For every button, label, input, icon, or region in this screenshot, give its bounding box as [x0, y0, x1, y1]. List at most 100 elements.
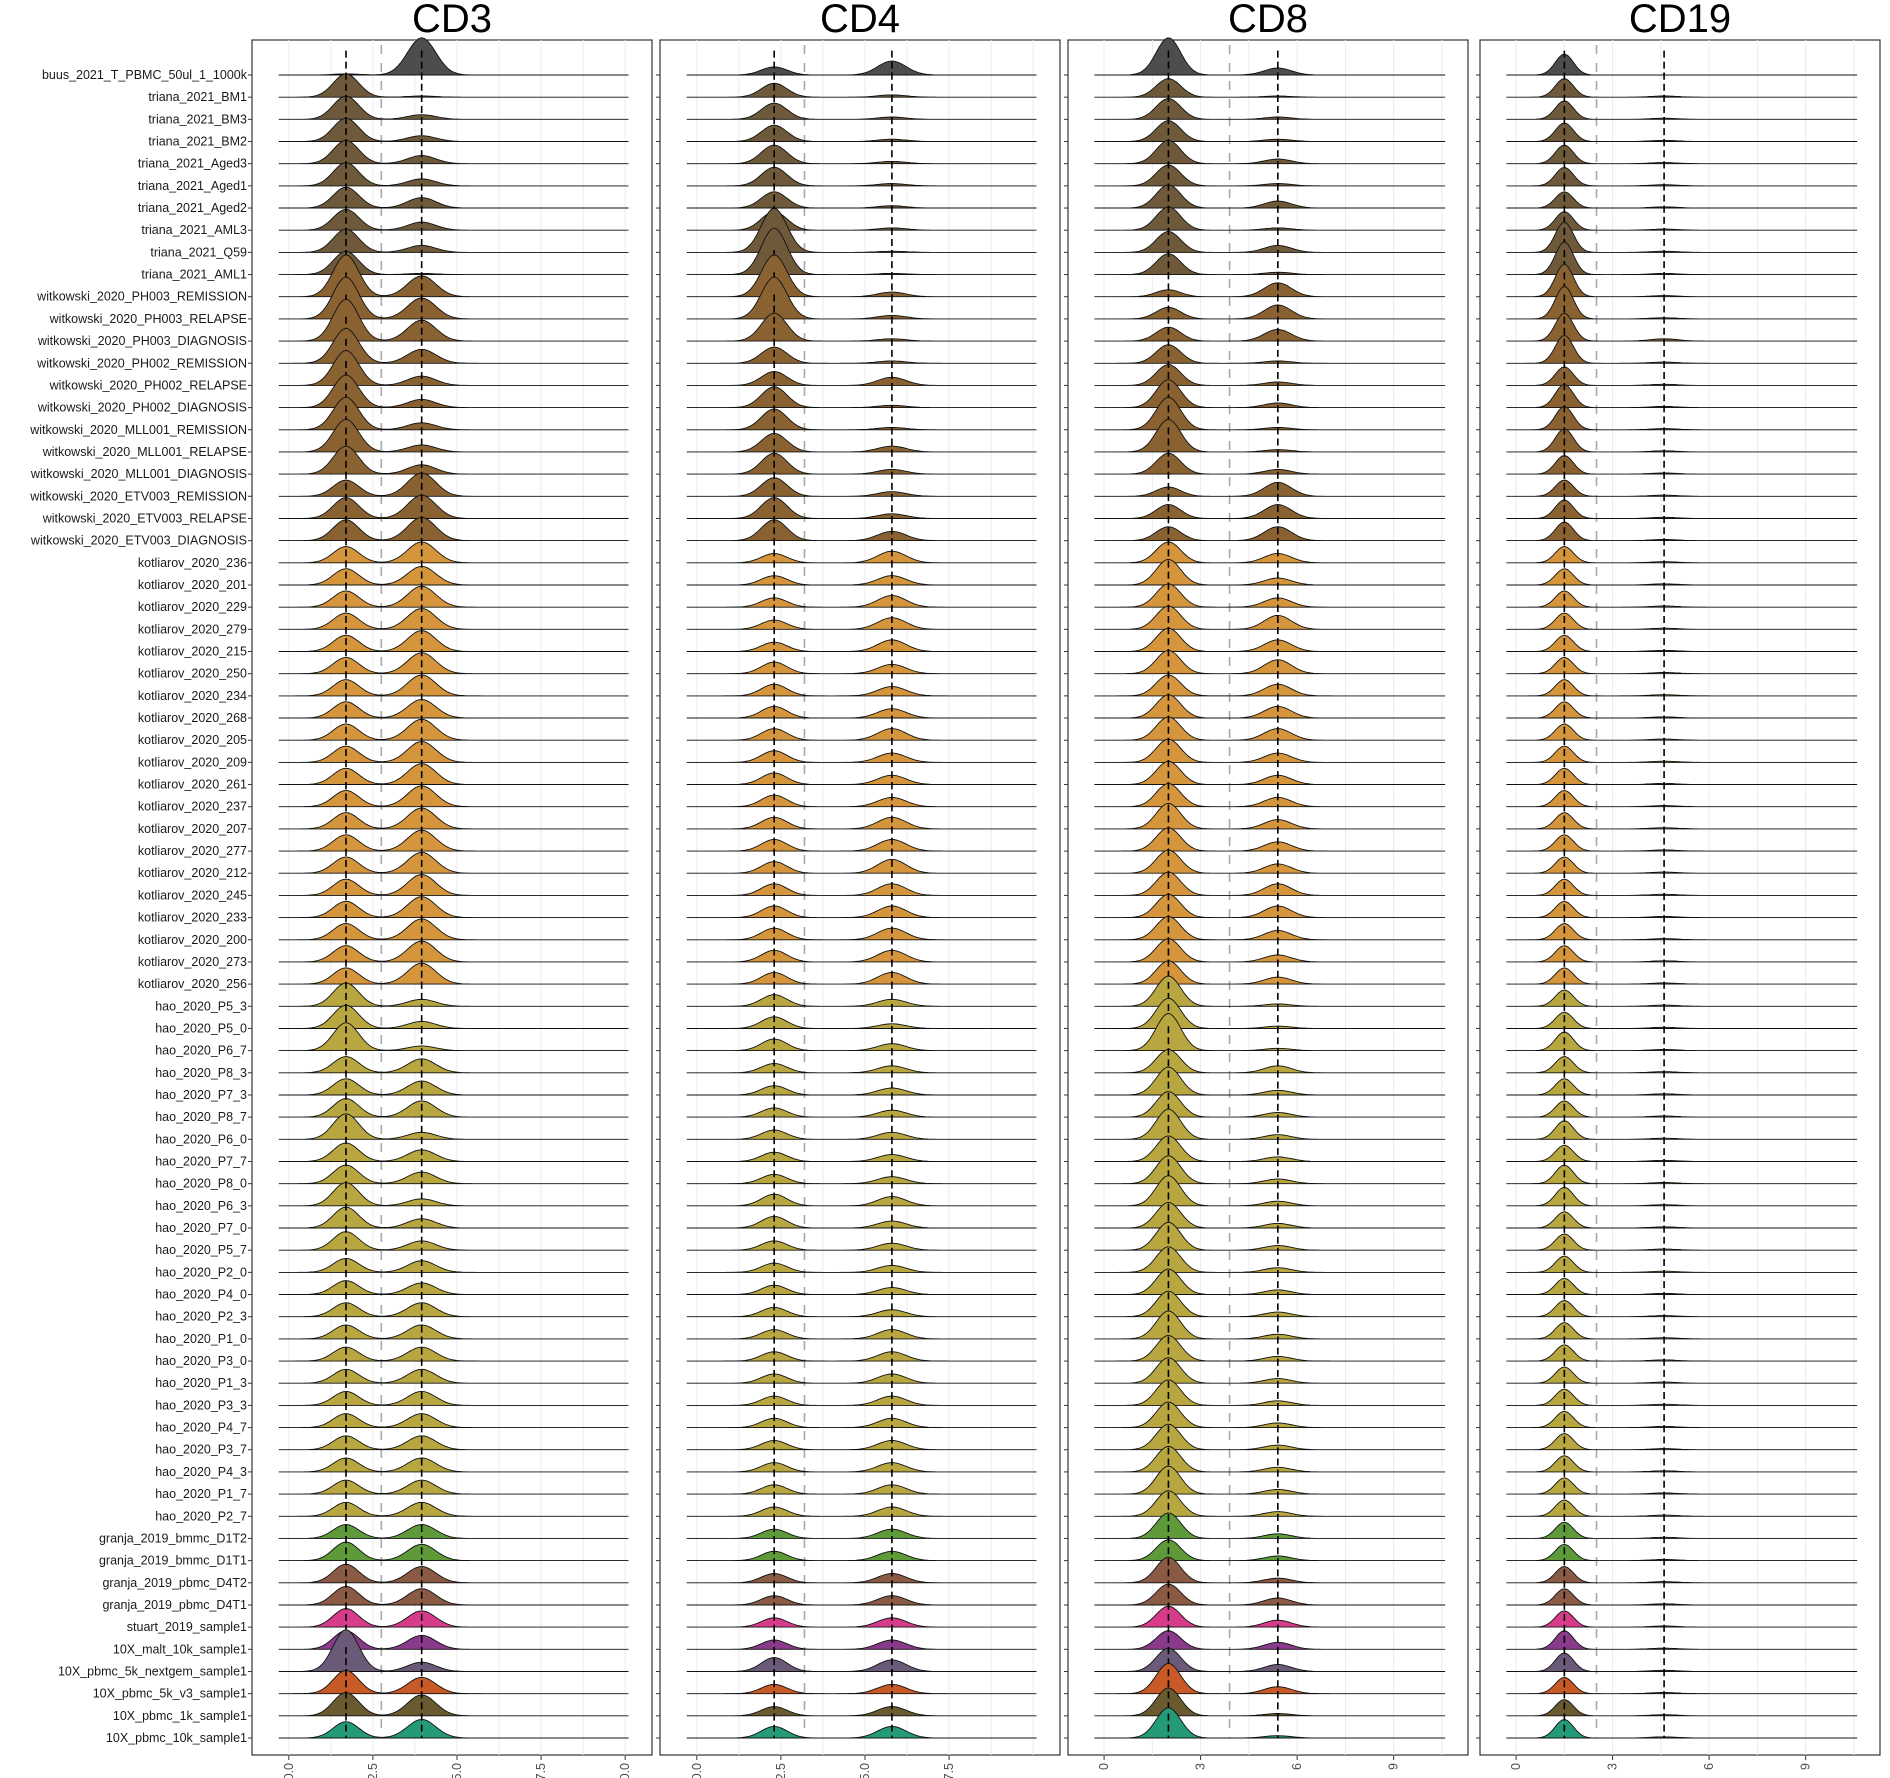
ridge-cd19 — [1506, 900, 1858, 919]
ridge-cd3 — [278, 1164, 629, 1185]
ridge-cd3 — [278, 851, 629, 874]
x-tick-label: 3 — [1606, 1763, 1620, 1770]
ridge-cd8 — [1094, 783, 1446, 808]
sample-label: hao_2020_P1_0 — [155, 1332, 247, 1346]
ridge-cd19 — [1506, 312, 1858, 342]
ridge-cd8 — [1094, 1687, 1446, 1717]
sample-label: kotliarov_2020_207 — [138, 822, 247, 836]
ridge-cd3 — [278, 516, 629, 542]
ridge-cd8 — [1094, 916, 1446, 941]
ridge-cd8 — [1094, 140, 1446, 165]
panel-cd4: CD4 0.0 2.5 5.0 7.5 — [656, 0, 1061, 1778]
ridge-cd3 — [278, 1479, 629, 1495]
ridge-cd19 — [1506, 723, 1858, 741]
ridge-cd3 — [278, 829, 629, 852]
ridge-cd8 — [1094, 1423, 1446, 1451]
x-tick-label: 0.0 — [690, 1763, 704, 1778]
ridge-cd19 — [1506, 767, 1858, 785]
ridge-cd19 — [1506, 1031, 1858, 1052]
sample-label: hao_2020_P7_0 — [155, 1221, 247, 1235]
sample-label: hao_2020_P4_0 — [155, 1288, 247, 1302]
ridge-cd3 — [278, 1078, 629, 1096]
ridge-cd3 — [278, 1563, 629, 1584]
sample-label: triana_2021_Aged3 — [138, 157, 247, 171]
sample-label: hao_2020_P4_7 — [155, 1421, 247, 1435]
panel-title: CD3 — [412, 0, 492, 41]
ridge-cd8 — [1094, 526, 1446, 542]
panel-cd8: CD8 0 3 6 9 — [1064, 0, 1469, 1770]
sample-label: kotliarov_2020_261 — [138, 778, 247, 792]
ridge-cd3 — [278, 374, 629, 409]
ridge-cd19 — [1506, 745, 1858, 763]
sample-label: 10X_pbmc_5k_nextgem_sample1 — [58, 1664, 247, 1678]
ridge-cd8 — [1094, 326, 1446, 342]
ridge-cd19 — [1506, 1566, 1858, 1584]
ridge-cd3 — [278, 1457, 629, 1473]
ridge-cd19 — [1506, 100, 1858, 120]
ridge-cd19 — [1506, 406, 1858, 431]
ridge-cd3 — [278, 37, 629, 76]
x-tick-label: 7.5 — [942, 1763, 956, 1778]
panel-frame — [659, 39, 1061, 1756]
sample-label: kotliarov_2020_215 — [138, 645, 247, 659]
ridge-cd3 — [278, 1692, 629, 1717]
sample-label: granja_2019_bmmc_D1T2 — [99, 1531, 247, 1545]
ridge-cd19 — [1506, 923, 1858, 941]
ridge-cd8 — [1094, 1049, 1446, 1074]
sample-label: hao_2020_P1_7 — [155, 1487, 247, 1501]
ridge-cd19 — [1506, 1630, 1858, 1650]
sample-label: kotliarov_2020_250 — [138, 667, 247, 681]
ridge-cd3 — [278, 1435, 629, 1451]
ridge-cd3 — [278, 585, 629, 608]
x-tick-label: 3 — [1194, 1763, 1208, 1770]
ridge-cd3 — [278, 785, 629, 808]
ridge-cd8 — [1094, 120, 1446, 142]
ridge-cd19 — [1506, 1521, 1858, 1539]
ridge-cd8 — [1094, 1091, 1446, 1118]
ridge-cd3 — [278, 674, 629, 697]
panel-title: CD4 — [820, 0, 900, 41]
ridge-cd3 — [278, 95, 629, 120]
ridge-cd8 — [1094, 1539, 1446, 1562]
panel-frame — [1479, 39, 1881, 1756]
ridge-cd8 — [1094, 1490, 1446, 1517]
ridge-cd8 — [1094, 738, 1446, 763]
ridge-cd3 — [278, 698, 629, 719]
ridges — [1094, 37, 1446, 1739]
sample-label: triana_2021_Aged2 — [138, 201, 247, 215]
ridge-cd4 — [686, 519, 1037, 542]
ridge-cd8 — [1094, 344, 1446, 364]
ridge-cd4 — [686, 408, 1037, 431]
ridge-cd3 — [278, 982, 629, 1007]
ridge-cd3 — [278, 1231, 629, 1251]
ridge-cd19 — [1506, 1299, 1858, 1318]
ridge-cd19 — [1506, 1588, 1858, 1606]
ridge-cd19 — [1506, 1718, 1858, 1739]
ridge-cd19 — [1506, 790, 1858, 808]
ridge-cd8 — [1094, 1445, 1446, 1473]
ridge-cd19 — [1506, 989, 1858, 1007]
ridge-cd3 — [278, 940, 629, 963]
sample-label: granja_2019_pbmc_D4T2 — [102, 1576, 247, 1590]
ridge-cd3 — [278, 1501, 629, 1517]
ridge-cd19 — [1506, 1477, 1858, 1495]
ridge-cd8 — [1094, 253, 1446, 276]
ridge-cd3 — [278, 494, 629, 519]
ridge-cd4 — [686, 166, 1037, 187]
sample-label: kotliarov_2020_236 — [138, 556, 247, 570]
sample-label: witkowski_2020_ETV003_RELAPSE — [42, 511, 247, 525]
ridge-cd8 — [1094, 627, 1446, 652]
sample-label: kotliarov_2020_205 — [138, 733, 247, 747]
sample-label: hao_2020_P3_3 — [155, 1398, 247, 1412]
ridge-cd19 — [1506, 428, 1858, 453]
ridge-cd3 — [278, 652, 629, 675]
ridge-cd8 — [1094, 504, 1446, 519]
ridge-cd3 — [278, 250, 629, 276]
sample-label: 10X_malt_10k_sample1 — [113, 1642, 247, 1656]
ridge-cd19 — [1506, 1410, 1858, 1429]
ridge-cd19 — [1506, 701, 1858, 719]
ridge-cd8 — [1094, 802, 1446, 830]
sample-label: witkowski_2020_PH003_REMISSION — [36, 290, 247, 304]
ridge-cd8 — [1094, 1155, 1446, 1185]
ridge-cd4 — [686, 60, 1037, 76]
